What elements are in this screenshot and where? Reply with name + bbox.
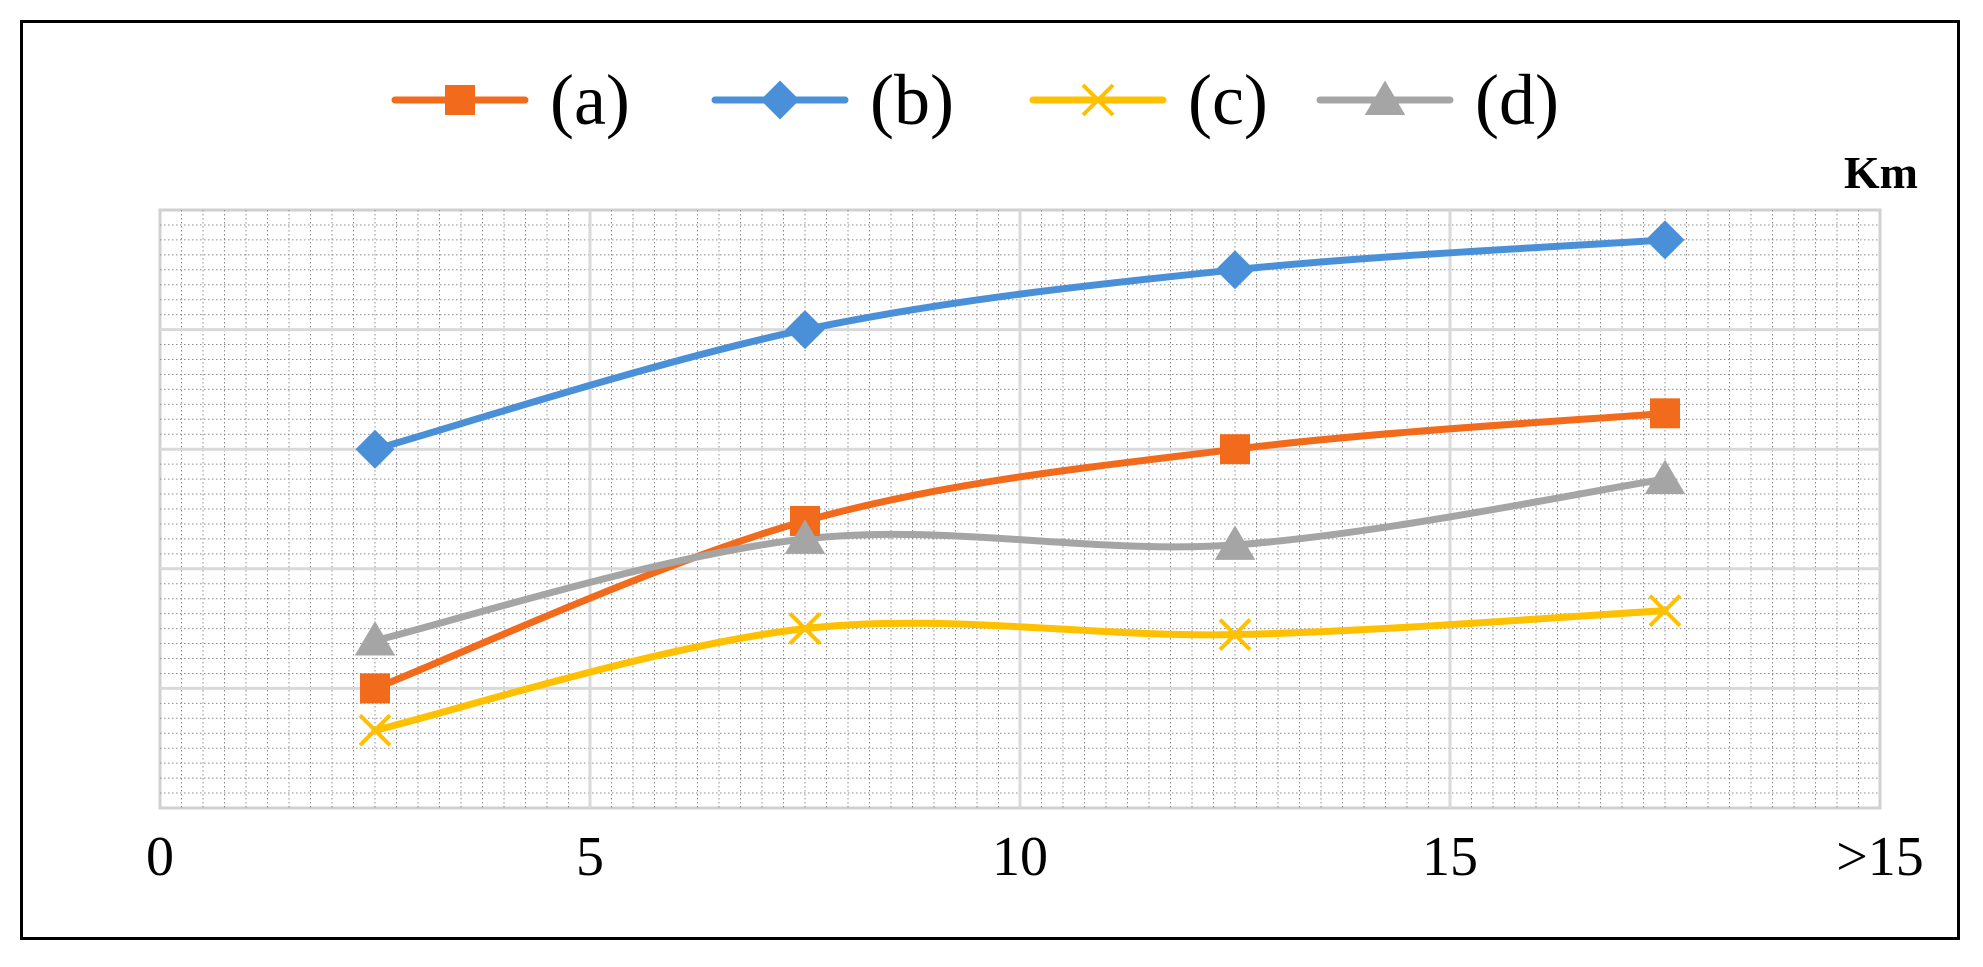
- data-point-series-1-3: [1220, 434, 1250, 465]
- data-point-series-3-4: [1648, 594, 1682, 628]
- legend-label: (d): [1475, 60, 1559, 140]
- data-point-series-1-1: [360, 673, 390, 704]
- legend-label: (b): [870, 60, 954, 140]
- legend-marker-icon: [445, 85, 475, 115]
- legend-item-3: (c): [1029, 60, 1268, 140]
- legend-label: (c): [1188, 60, 1268, 140]
- data-point-series-2-3: [1215, 250, 1255, 290]
- x-tick-label: 15: [1422, 826, 1478, 888]
- legend-item-1: (a): [391, 60, 630, 140]
- legend-item-4: (d): [1316, 60, 1559, 140]
- data-point-series-2-1: [355, 429, 395, 469]
- series-markers: [354, 220, 1686, 747]
- marker-stroke: [1081, 83, 1115, 117]
- marker-stroke: [358, 713, 392, 747]
- x-unit-label: Km: [1844, 147, 1918, 198]
- legend-label: (a): [550, 60, 630, 140]
- legend-item-2: (b): [711, 60, 954, 140]
- marker-stroke: [1648, 594, 1682, 628]
- data-point-series-3-1: [358, 713, 392, 747]
- data-point-series-3-2: [788, 612, 822, 646]
- series-lines: [371, 236, 1669, 734]
- marker-stroke: [1218, 618, 1252, 651]
- data-point-series-4-3: [1214, 525, 1256, 560]
- x-tick-label: 0: [146, 826, 174, 888]
- x-tick-label: 5: [576, 826, 604, 888]
- series-line-2: [371, 236, 1669, 453]
- marker-stroke: [788, 612, 822, 646]
- data-point-series-4-4: [1644, 459, 1686, 495]
- series-line-4: [371, 475, 1669, 645]
- x-tick-label: 10: [992, 826, 1048, 888]
- data-point-series-3-3: [1218, 618, 1252, 651]
- x-axis-tick-labels: 0 5 10 15 >15: [146, 826, 1924, 888]
- legend-marker-icon: [1364, 80, 1406, 115]
- data-point-series-4-2: [784, 519, 826, 554]
- series-line-1: [371, 409, 1669, 692]
- legend-marker-icon: [1081, 83, 1115, 117]
- series-line-3: [371, 607, 1669, 734]
- legend: (a) (b) (c) (d): [391, 60, 1559, 140]
- data-point-series-4-1: [354, 621, 396, 656]
- x-tick-label: >15: [1836, 826, 1924, 888]
- legend-marker-icon: [760, 80, 800, 120]
- data-point-series-2-2: [785, 310, 825, 350]
- data-point-series-2-4: [1645, 220, 1685, 260]
- major-gridlines: [160, 210, 1880, 808]
- data-point-series-1-4: [1650, 398, 1680, 429]
- plot-area: [158, 208, 1882, 810]
